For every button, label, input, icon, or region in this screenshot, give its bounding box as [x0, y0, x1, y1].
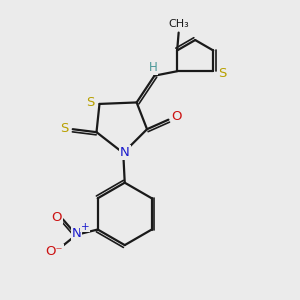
Text: +: + [81, 221, 89, 232]
Text: CH₃: CH₃ [169, 19, 190, 29]
Text: N: N [72, 227, 82, 241]
Text: S: S [218, 67, 226, 80]
Text: O⁻: O⁻ [46, 245, 63, 258]
Text: O: O [172, 110, 182, 123]
Text: O: O [51, 211, 62, 224]
Text: S: S [60, 122, 69, 135]
Text: H: H [148, 61, 157, 74]
Text: N: N [120, 146, 130, 159]
Text: S: S [86, 96, 95, 109]
